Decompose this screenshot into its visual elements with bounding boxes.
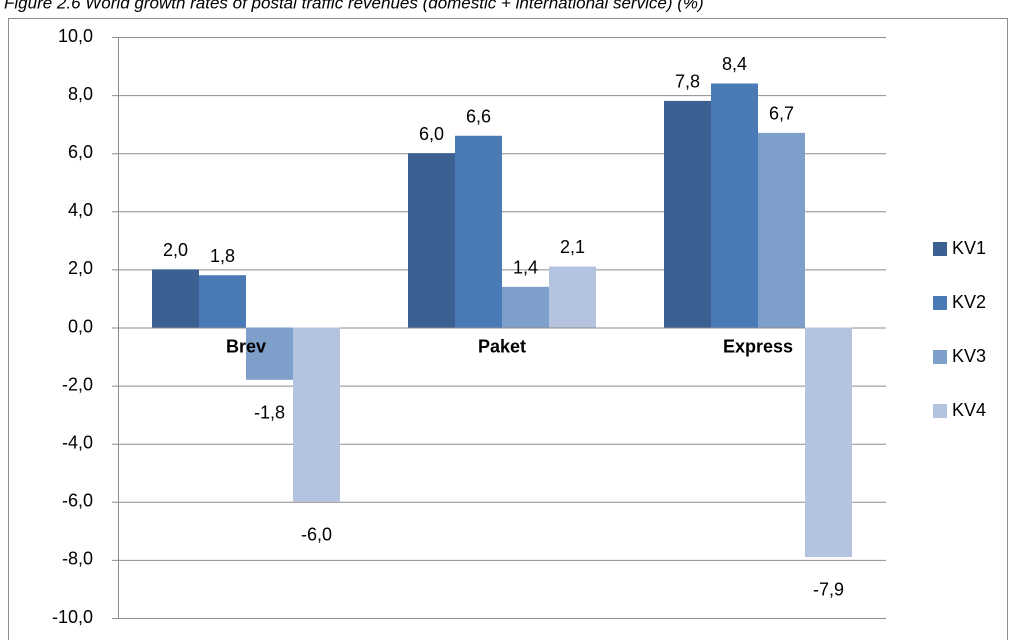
bar — [805, 327, 852, 557]
data-label: 2,1 — [560, 237, 585, 257]
y-tick-label: 4,0 — [68, 200, 93, 220]
x-tick-label: Brev — [226, 336, 266, 356]
y-tick-label: -4,0 — [62, 432, 93, 452]
data-label: 7,8 — [675, 72, 700, 92]
bar — [199, 275, 246, 328]
chart-title: Figure 2.6 World growth rates of postal … — [4, 0, 704, 12]
legend-label: KV2 — [952, 292, 986, 312]
legend-swatch — [933, 242, 947, 256]
legend-label: KV3 — [952, 346, 986, 366]
y-tick-label: -2,0 — [62, 374, 93, 394]
data-label: 6,0 — [419, 124, 444, 144]
bar — [758, 132, 805, 328]
data-label: 6,7 — [769, 104, 794, 124]
legend-swatch — [933, 296, 947, 310]
legend-label: KV1 — [952, 238, 986, 258]
data-label: 1,4 — [513, 258, 538, 278]
y-tick-label: 2,0 — [68, 258, 93, 278]
bar — [293, 327, 340, 502]
y-tick-label: -6,0 — [62, 491, 93, 511]
y-tick-label: 8,0 — [68, 84, 93, 104]
data-label: 1,8 — [210, 246, 235, 266]
x-tick-label: Paket — [478, 336, 526, 356]
bar — [502, 286, 549, 328]
legend-swatch — [933, 350, 947, 364]
bar — [246, 327, 293, 380]
data-label: 6,6 — [466, 107, 491, 127]
data-label: 2,0 — [163, 240, 188, 260]
data-label: -1,8 — [254, 403, 285, 423]
bar — [711, 83, 758, 328]
bar — [664, 100, 711, 328]
chart-border — [8, 18, 1008, 640]
x-tick-label: Express — [723, 336, 793, 356]
data-label: -7,9 — [813, 580, 844, 600]
y-tick-label: -10,0 — [52, 607, 93, 627]
data-label: -6,0 — [301, 525, 332, 545]
legend-swatch — [933, 404, 947, 418]
legend-label: KV4 — [952, 400, 986, 420]
y-tick-label: 6,0 — [68, 142, 93, 162]
bar — [152, 269, 199, 328]
data-label: 8,4 — [722, 54, 747, 74]
bar — [455, 135, 502, 328]
y-tick-label: 10,0 — [58, 26, 93, 46]
bar — [549, 266, 596, 328]
y-tick-label: 0,0 — [68, 316, 93, 336]
bar — [408, 153, 455, 328]
y-tick-label: -8,0 — [62, 549, 93, 569]
